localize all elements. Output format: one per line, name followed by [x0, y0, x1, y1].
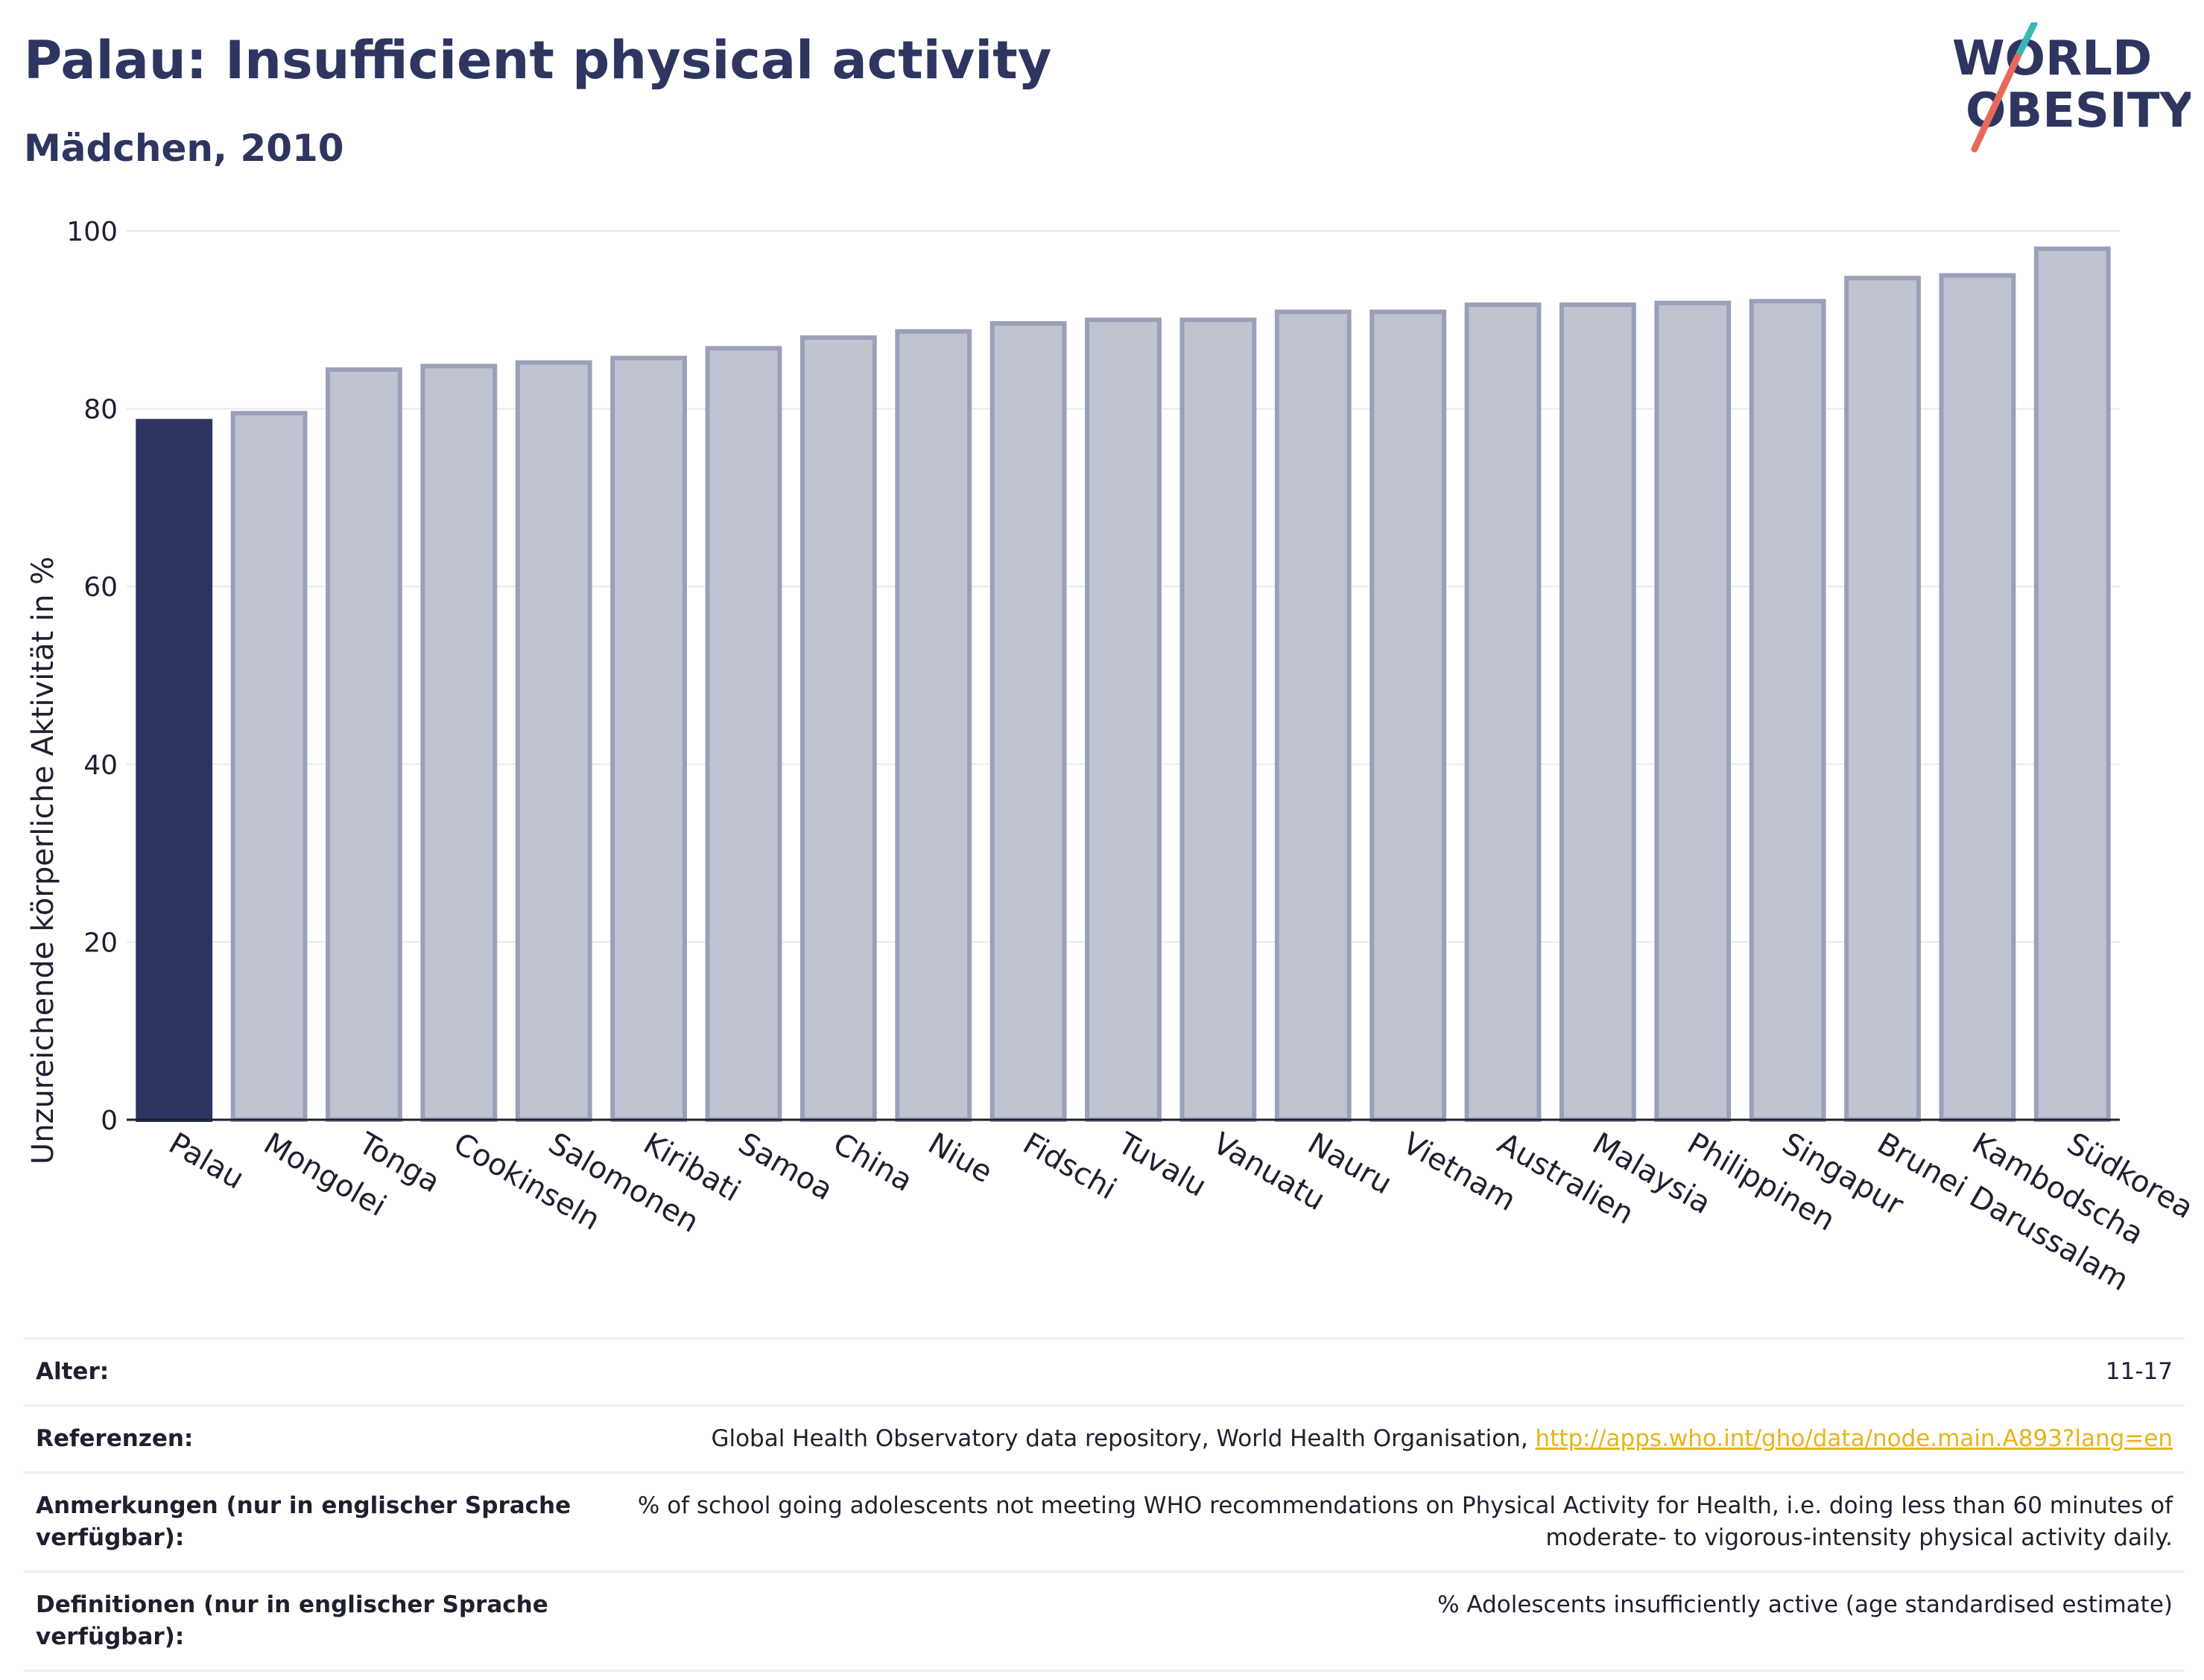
info-value: 11-17 [2105, 1358, 2173, 1385]
bar-mongolei [230, 411, 308, 1122]
bar-südkorea [2033, 246, 2111, 1122]
bar-australien [1464, 302, 1542, 1122]
bar-niue [895, 329, 972, 1123]
info-label: Definitionen (nur in englischer Sprache … [36, 1591, 548, 1650]
info-row-notes: Anmerkungen (nur in englischer Sprache v… [24, 1472, 2185, 1572]
info-label: Referenzen: [36, 1425, 194, 1452]
logo-slash-teal [2015, 22, 2038, 57]
chart-subtitle: Mädchen, 2010 [24, 127, 344, 170]
bar-philippinen [1654, 300, 1732, 1122]
bar-kiribati [610, 355, 688, 1122]
bar-nauru [1274, 309, 1352, 1122]
bar-cookinseln [420, 364, 498, 1122]
bar-tuvalu [1085, 317, 1162, 1122]
info-row-definitions: Definitionen (nur in englischer Sprache … [24, 1571, 2185, 1671]
bar-palau [136, 419, 213, 1122]
world-obesity-logo: WORLD OBESITY [1952, 22, 2191, 153]
bar-kambodscha [1939, 273, 2016, 1122]
y-tick-label: 80 [83, 395, 118, 425]
chart-title: Palau: Insufficient physical activity [24, 30, 1052, 91]
bar-fidschi [989, 321, 1067, 1122]
y-tick-label: 0 [101, 1106, 118, 1136]
y-tick-labels: 0 20 40 60 80 100 [66, 217, 118, 1136]
bar-samoa [705, 346, 782, 1123]
info-value: Global Health Observatory data repositor… [711, 1425, 1536, 1452]
x-tick-label: China [827, 1126, 918, 1199]
info-value: % Adolescents insufficiently active (age… [1437, 1591, 2173, 1618]
info-row-references: Referenzen: Global Health Observatory da… [24, 1405, 2185, 1473]
bar-malaysia [1559, 302, 1636, 1122]
x-tick-label: Palau [163, 1126, 250, 1196]
bar-salomonen [515, 360, 592, 1122]
y-tick-label: 20 [83, 928, 118, 958]
x-tick-label: Fidschi [1017, 1126, 1122, 1207]
bars [136, 246, 2111, 1123]
info-label: Anmerkungen (nur in englischer Sprache v… [36, 1492, 571, 1551]
logo-slash-coral [1971, 53, 2021, 153]
info-row-age: Alter: 11-17 [24, 1338, 2185, 1406]
logo-text-world: WORLD [1952, 31, 2152, 86]
bar-vietnam [1369, 309, 1447, 1122]
bar-china [799, 335, 877, 1122]
info-label: Alter: [36, 1358, 110, 1385]
bar-singapur [1749, 299, 1826, 1123]
bar-brunei-darussalam [1844, 276, 1921, 1122]
y-tick-label: 40 [83, 750, 118, 781]
x-tick-label: Samoa [732, 1126, 838, 1208]
y-tick-label: 100 [66, 217, 118, 247]
x-tick-label: Niue [922, 1126, 998, 1190]
reference-link[interactable]: http://apps.who.int/gho/data/node.main.A… [1535, 1425, 2173, 1452]
y-axis-label: Unzureichende körperliche Aktivität in % [26, 556, 60, 1165]
info-value: % of school going adolescents not meetin… [637, 1492, 2173, 1551]
bar-tonga [326, 367, 402, 1123]
x-tick-label: Tuvalu [1112, 1126, 1212, 1204]
info-table: Alter: 11-17 Referenzen: Global Health O… [24, 1337, 2185, 1672]
bar-vanuatu [1179, 317, 1257, 1122]
y-tick-label: 60 [83, 572, 118, 603]
